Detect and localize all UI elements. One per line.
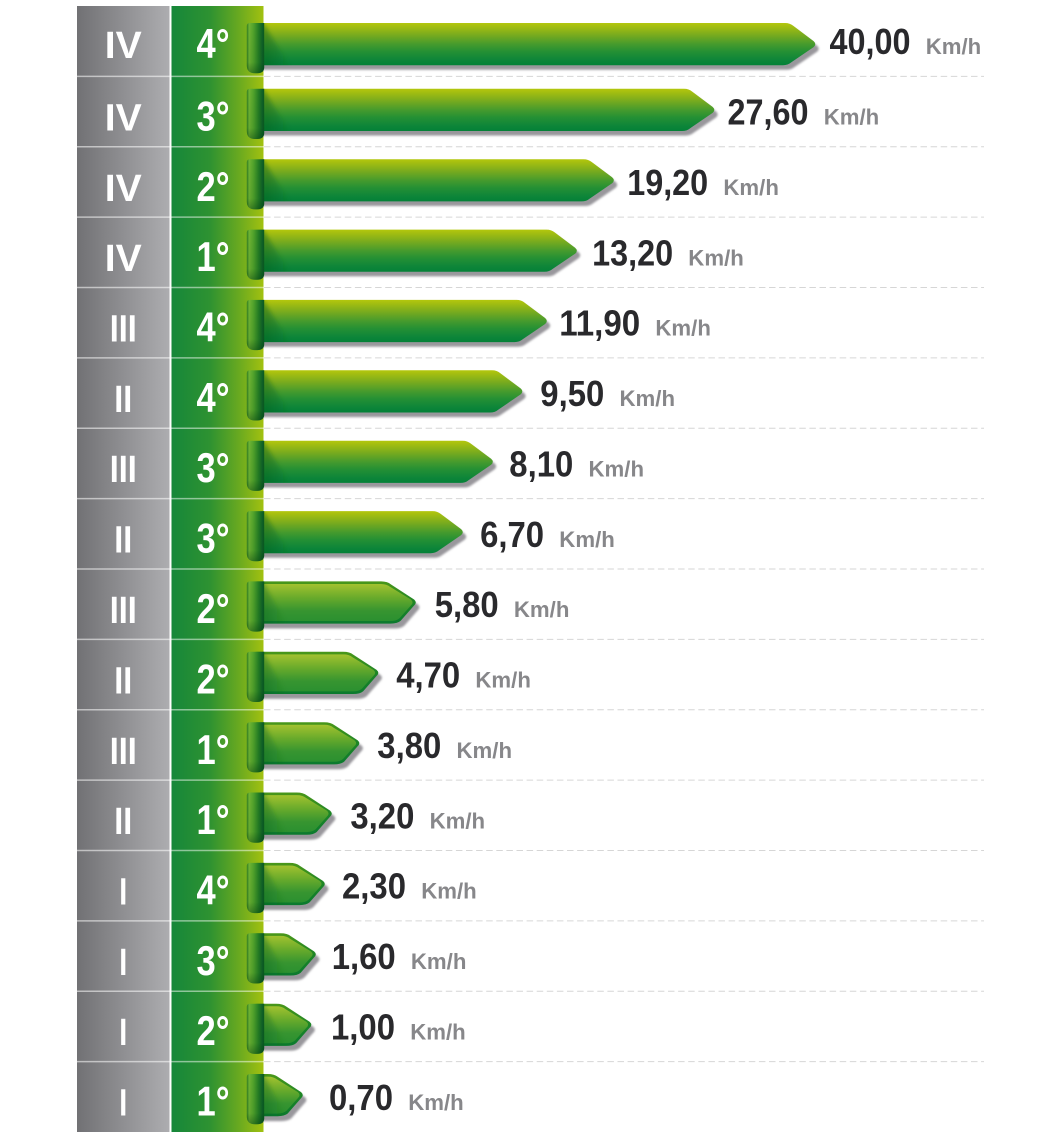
svg-text:IV: IV <box>105 238 143 280</box>
svg-text:4°: 4° <box>197 20 230 67</box>
svg-text:Km/h: Km/h <box>688 245 744 270</box>
svg-text:4,70: 4,70 <box>396 655 460 696</box>
svg-text:Km/h: Km/h <box>926 34 982 59</box>
svg-text:3°: 3° <box>197 937 230 984</box>
svg-text:Km/h: Km/h <box>408 1090 464 1115</box>
svg-text:4°: 4° <box>197 304 230 351</box>
svg-text:Km/h: Km/h <box>723 175 779 200</box>
svg-text:1°: 1° <box>197 233 230 280</box>
svg-text:40,00: 40,00 <box>830 21 911 62</box>
svg-text:8,10: 8,10 <box>509 443 573 484</box>
svg-text:1,60: 1,60 <box>332 936 396 977</box>
svg-text:1°: 1° <box>197 796 230 843</box>
svg-text:Km/h: Km/h <box>824 105 880 130</box>
svg-text:II: II <box>114 801 132 843</box>
svg-text:2°: 2° <box>197 655 230 702</box>
svg-text:III: III <box>110 590 137 632</box>
svg-text:IV: IV <box>105 168 143 210</box>
svg-text:IV: IV <box>105 97 143 139</box>
svg-text:IV: IV <box>105 25 143 67</box>
svg-text:3°: 3° <box>197 92 230 139</box>
svg-text:19,20: 19,20 <box>627 162 708 203</box>
svg-text:I: I <box>119 942 127 984</box>
svg-text:Km/h: Km/h <box>589 456 645 481</box>
svg-text:0,70: 0,70 <box>329 1077 393 1118</box>
svg-text:II: II <box>114 520 132 562</box>
svg-text:13,20: 13,20 <box>592 232 673 273</box>
svg-text:III: III <box>110 309 137 351</box>
svg-text:I: I <box>119 1012 127 1054</box>
svg-text:II: II <box>114 379 132 421</box>
svg-text:Km/h: Km/h <box>411 949 467 974</box>
svg-text:Km/h: Km/h <box>475 668 531 693</box>
svg-text:Km/h: Km/h <box>514 597 570 622</box>
svg-text:6,70: 6,70 <box>480 514 544 555</box>
svg-text:II: II <box>114 660 132 702</box>
svg-text:5,80: 5,80 <box>435 584 499 625</box>
svg-text:Km/h: Km/h <box>559 527 615 552</box>
svg-text:27,60: 27,60 <box>728 92 809 133</box>
svg-text:Km/h: Km/h <box>410 1019 466 1044</box>
svg-text:I: I <box>119 872 127 914</box>
svg-text:1,00: 1,00 <box>331 1006 395 1047</box>
svg-text:Km/h: Km/h <box>655 316 711 341</box>
svg-text:III: III <box>110 449 137 491</box>
svg-text:3°: 3° <box>197 444 230 491</box>
svg-text:1°: 1° <box>197 726 230 773</box>
svg-text:I: I <box>119 1083 127 1125</box>
svg-text:III: III <box>110 731 137 773</box>
svg-text:2°: 2° <box>197 1007 230 1054</box>
svg-text:Km/h: Km/h <box>620 386 676 411</box>
svg-text:4°: 4° <box>197 374 230 421</box>
svg-text:2°: 2° <box>197 163 230 210</box>
svg-text:4°: 4° <box>197 867 230 914</box>
svg-text:Km/h: Km/h <box>457 738 513 763</box>
svg-text:Km/h: Km/h <box>430 808 486 833</box>
svg-text:Km/h: Km/h <box>421 879 477 904</box>
svg-text:9,50: 9,50 <box>540 373 604 414</box>
svg-text:3°: 3° <box>197 515 230 562</box>
svg-text:2,30: 2,30 <box>342 866 406 907</box>
svg-text:3,80: 3,80 <box>377 725 441 766</box>
svg-text:1°: 1° <box>197 1078 230 1125</box>
svg-text:11,90: 11,90 <box>559 303 640 344</box>
svg-text:2°: 2° <box>197 585 230 632</box>
svg-text:3,20: 3,20 <box>350 795 414 836</box>
